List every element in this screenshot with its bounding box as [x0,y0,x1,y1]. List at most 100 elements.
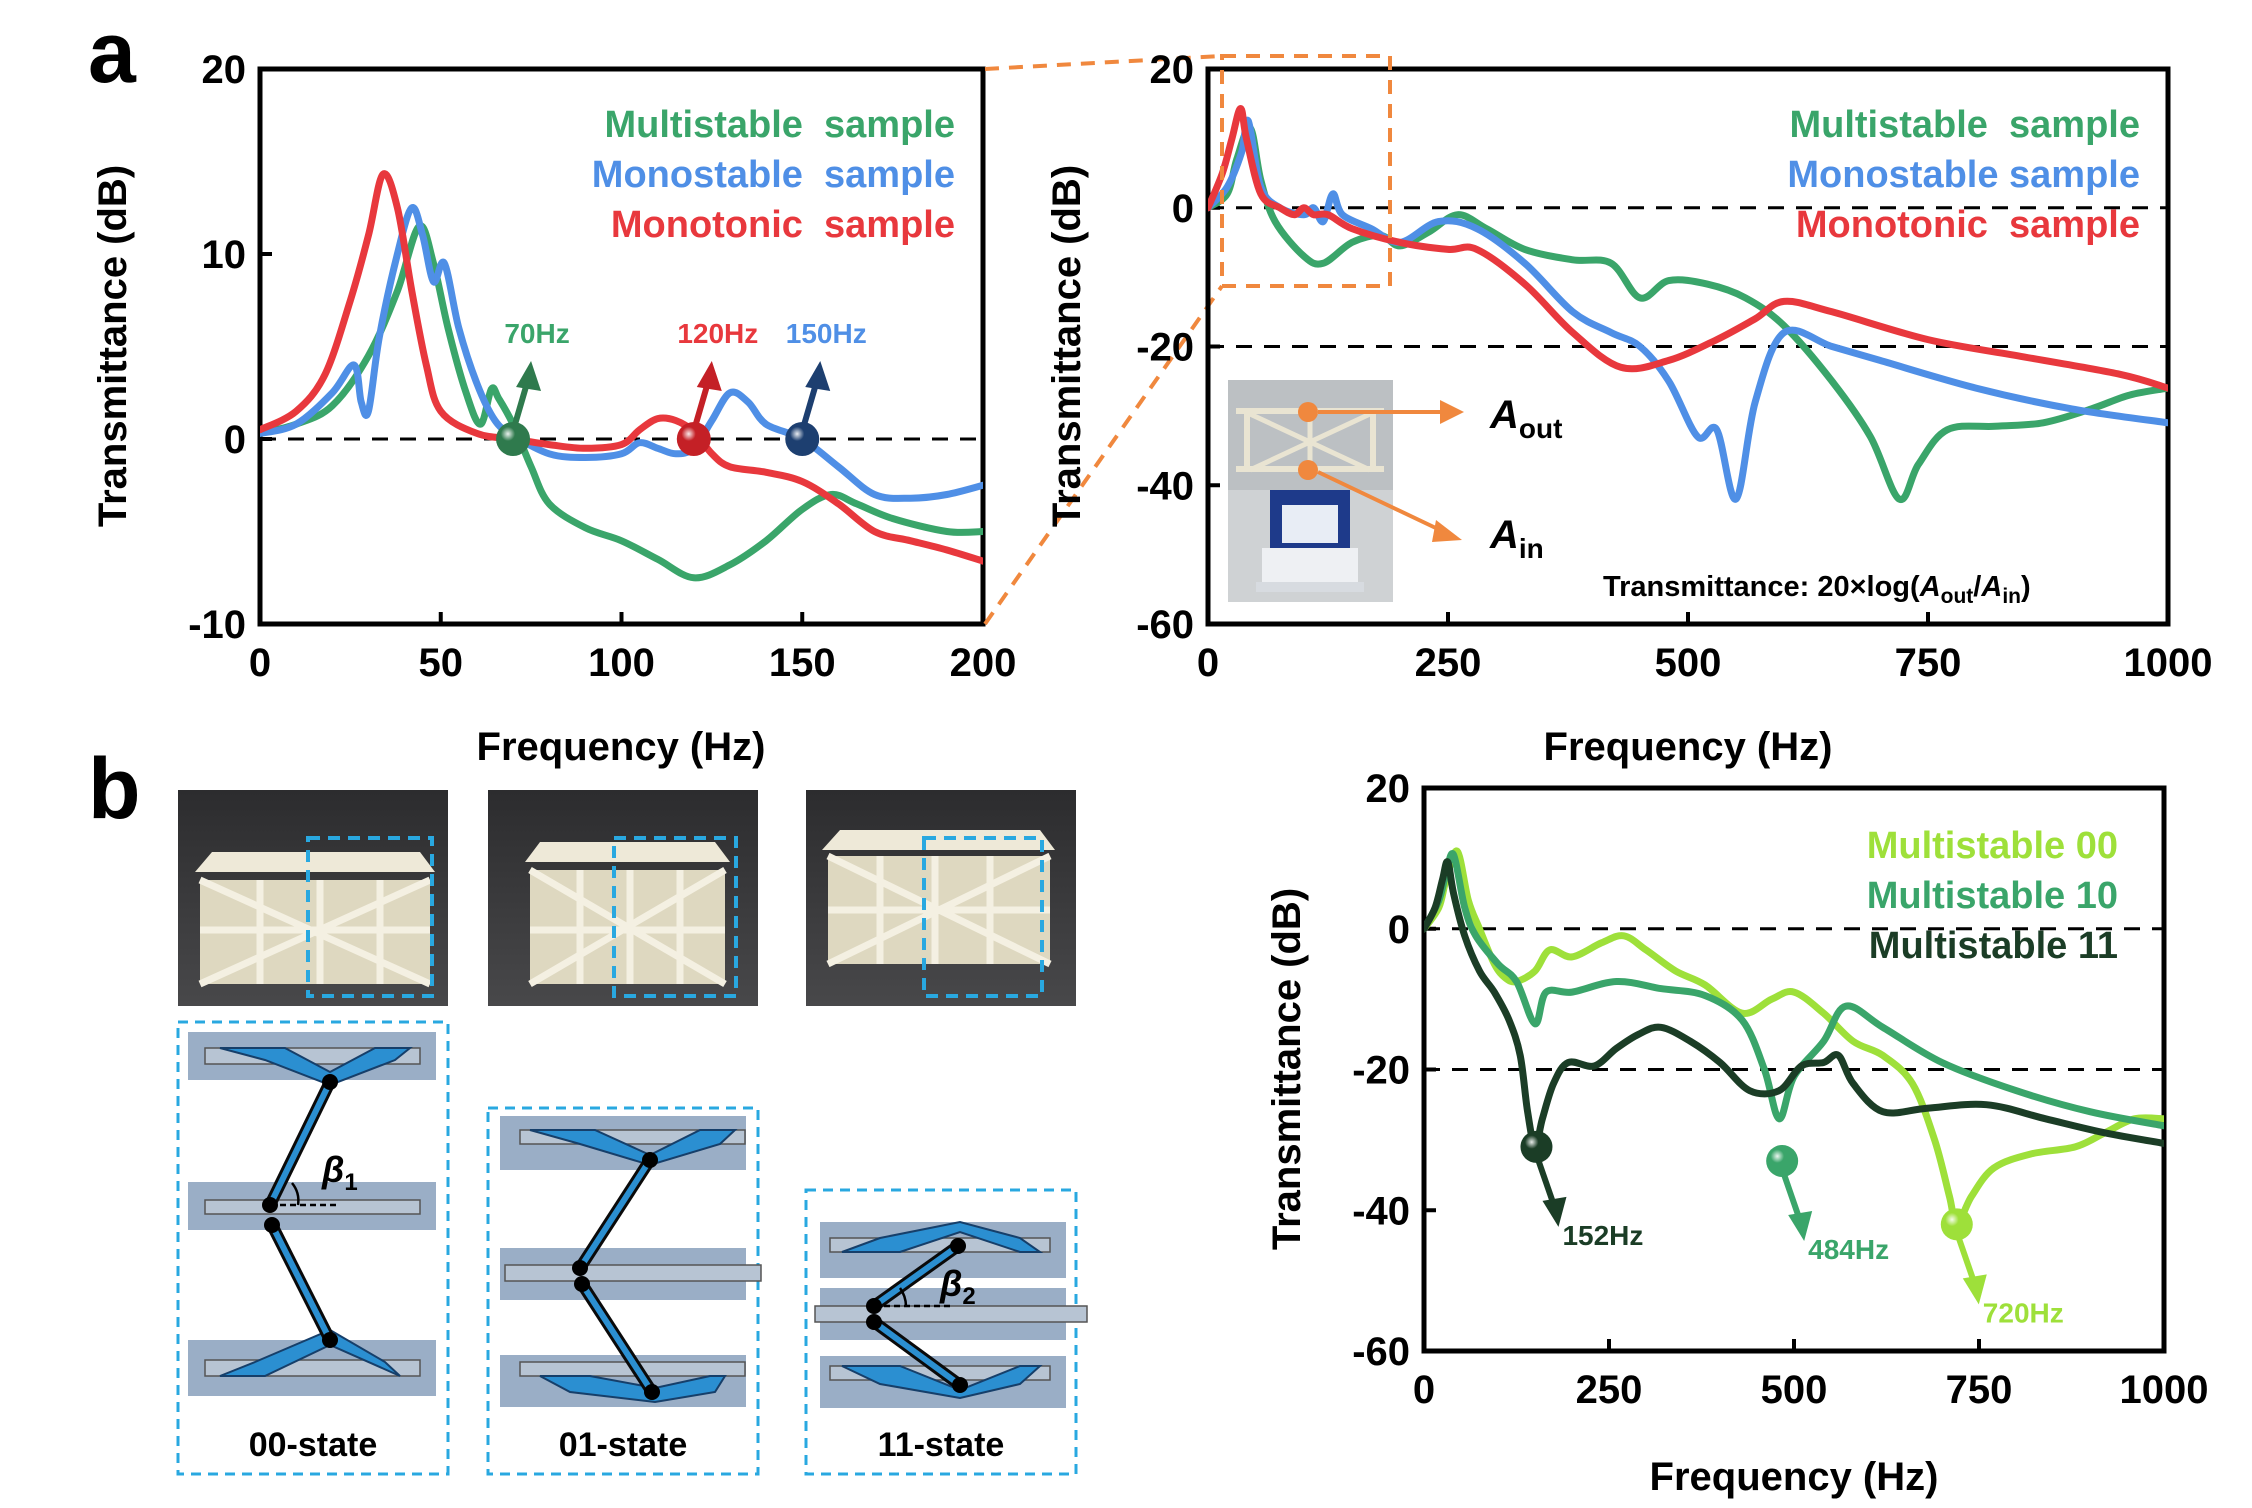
y-tick-label: 20 [1366,767,1411,811]
annotation-label: 720Hz [1983,1297,2064,1328]
annotation-label: 150Hz [786,318,867,349]
series-line-multistable-10 [1424,850,2164,1130]
sensor-arrow-in [1317,470,1441,532]
series-line-multistable-sample [1208,124,2168,503]
y-tick-label: -10 [188,603,246,647]
series-line-multistable-11 [1424,858,2164,1151]
annotation-marker-shine [1940,1208,1973,1241]
arrowhead-out [1440,400,1464,424]
state-label-11: 11-state [878,1426,1005,1464]
legend-monostable: Monostable sample [592,154,955,196]
x-axis-label: Frequency (Hz) [477,725,766,769]
panel-label-b: b [88,741,141,837]
annotation-label: 70Hz [504,318,569,349]
photo-00-state [178,790,448,1006]
x-tick-label: 200 [950,641,1017,685]
x-tick-label: 500 [1655,641,1722,685]
y-tick-label: 20 [1150,48,1195,92]
x-tick-label: 150 [769,641,836,685]
series-line-monotonic-sample [260,170,983,565]
y-tick-label: -40 [1352,1189,1410,1233]
state-label-00: 00-state [249,1426,378,1464]
x-tick-label: 0 [249,641,271,685]
sample-photos [178,790,1076,1006]
y-tick-label: 10 [202,233,247,277]
zoom-connector-top [984,54,1223,71]
y-tick-label: -60 [1352,1330,1410,1374]
x-axis-label: Frequency (Hz) [1544,725,1833,769]
legend-multistable: Multistable sample [604,104,955,146]
chart-a-right: -60 -40 -20 0 20 0 250 500 750 1000 Frequency (H… [1045,48,2212,769]
y-axis-label: Transmittance (dB) [91,165,135,527]
x-tick-label: 250 [1415,641,1482,685]
y-tick-label: 0 [1172,187,1194,231]
zoom-connector-bottom [983,284,1224,626]
x-axis-label: Frequency (Hz) [1650,1455,1939,1499]
label-a-out: Aout [1489,393,1562,444]
y-axis-label: Transmittance (dB) [1045,165,1089,527]
schematic-01-state: 01-state [486,1106,762,1476]
photo-11-state [806,790,1076,1006]
annotation-arrow [1953,1231,1978,1286]
schematic-11-state: β2 11-state [804,1188,1088,1476]
y-axis-label: Transmittance (dB) [1265,888,1309,1250]
photo-01-state [488,790,758,1006]
state-label-01: 01-state [559,1426,688,1464]
x-tick-label: 100 [588,641,655,685]
x-tick-label: 750 [1895,641,1962,685]
annotation-marker-shine [1766,1144,1799,1177]
chart-b-right: -60 -40 -20 0 20 0 250 500 750 1000 152Hz 484Hz 72… [1265,767,2208,1499]
x-tick-label: 1000 [2120,1368,2209,1412]
panel-label-a: a [88,5,137,101]
annotation-arrowhead [1542,1196,1567,1227]
annotation-marker-shine [496,422,531,456]
annotation-label: 120Hz [677,318,758,349]
y-tick-label: 0 [224,418,246,462]
legend-monotonic: Monotonic sample [611,204,955,246]
label-a-in: Ain [1489,513,1544,564]
annotation-arrowhead [1962,1274,1987,1305]
x-tick-label: 0 [1413,1368,1435,1412]
series-line-multistable-sample [260,222,983,582]
y-tick-label: -20 [1352,1049,1410,1093]
sensor-dot-in [1298,460,1318,480]
angle-label-beta2: β2 [939,1263,976,1310]
legend-monotonic: Monotonic sample [1796,204,2140,246]
angle-label-beta1: β1 [321,1149,358,1196]
legend-monostable: Monostable sample [1787,154,2140,196]
annotation-marker-shine [785,422,820,456]
legend-ms11: Multistable 11 [1869,925,2118,967]
annotation-marker-shine [1520,1130,1553,1163]
annotation-arrowhead [805,361,831,391]
sensor-dot-out [1298,402,1318,422]
x-tick-label: 500 [1761,1368,1828,1412]
annotation-arrow [1533,1153,1558,1208]
y-tick-label: 0 [1388,908,1410,952]
y-tick-label: 20 [202,48,247,92]
y-tick-label: -60 [1136,603,1194,647]
y-tick-label: -40 [1136,464,1194,508]
annotation-marker-shine [676,422,711,456]
legend-multistable: Multistable sample [1789,104,2140,146]
annotation-arrowhead [696,361,722,391]
zoom-region-box [1220,54,1392,288]
arrowhead-in [1432,520,1462,542]
legend-ms00: Multistable 00 [1867,825,2118,867]
annotation-arrowhead [516,361,542,391]
legend-ms10: Multistable 10 [1867,875,2118,917]
x-tick-label: 0 [1197,641,1219,685]
annotation-arrow [1779,1168,1803,1222]
x-tick-label: 750 [1946,1368,2013,1412]
x-tick-label: 250 [1576,1368,1643,1412]
series-line-monotonic-sample [1208,105,2168,392]
y-tick-label: -20 [1136,326,1194,370]
schematic-00-state: β1 00-state [176,1020,450,1476]
formula-text: Transmittance: 20×log(Aout/Ain) [1603,571,2031,608]
annotation-label: 484Hz [1808,1234,1889,1265]
x-tick-label: 1000 [2124,641,2213,685]
annotation-label: 152Hz [1562,1220,1643,1251]
x-tick-label: 50 [419,641,464,685]
annotation-arrowhead [1788,1210,1813,1241]
